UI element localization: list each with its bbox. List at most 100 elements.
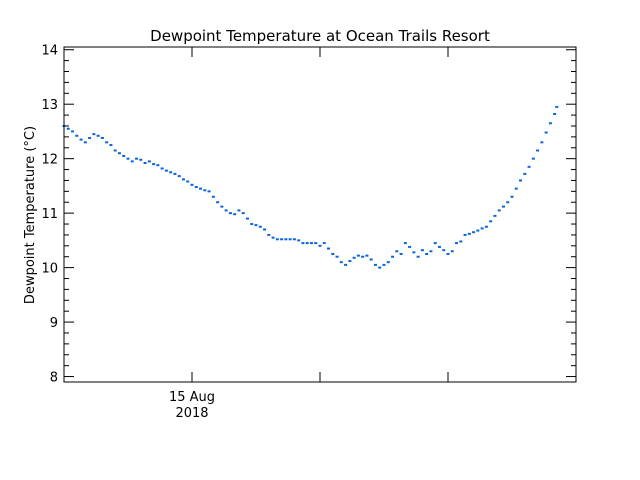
y-tick-label: 9	[50, 316, 58, 331]
data-point	[391, 255, 395, 258]
data-point	[416, 255, 420, 258]
data-point	[71, 130, 75, 133]
data-point	[224, 209, 228, 212]
data-point	[544, 131, 548, 134]
data-point	[476, 229, 480, 232]
data-point	[152, 163, 156, 166]
data-point	[331, 252, 335, 255]
data-point	[497, 209, 501, 212]
data-point	[267, 233, 271, 236]
data-point	[365, 254, 369, 257]
y-tick-label: 10	[41, 262, 58, 277]
data-point	[467, 232, 471, 235]
data-point	[181, 178, 185, 181]
data-point	[442, 249, 446, 252]
data-point	[117, 152, 121, 155]
data-point	[506, 201, 510, 204]
data-point	[88, 136, 92, 139]
data-point	[297, 239, 301, 242]
data-point	[348, 260, 352, 263]
data-point	[105, 141, 109, 144]
data-point	[79, 138, 83, 141]
data-point	[263, 228, 267, 231]
data-point	[92, 133, 96, 136]
data-point	[83, 141, 87, 144]
data-point	[373, 263, 377, 266]
data-point	[216, 201, 220, 204]
data-point	[459, 240, 463, 243]
data-point	[203, 189, 207, 192]
data-point	[472, 231, 476, 234]
data-point	[194, 185, 198, 188]
x-tick-sublabel: 2018	[175, 406, 208, 421]
data-point	[356, 254, 360, 257]
data-point	[455, 242, 459, 245]
data-point	[523, 172, 527, 175]
data-point	[113, 149, 117, 152]
data-point	[143, 162, 147, 165]
data-point	[382, 263, 386, 266]
data-point	[527, 165, 531, 168]
y-tick-label: 13	[41, 98, 58, 113]
data-point	[164, 169, 168, 172]
data-point	[177, 175, 181, 178]
data-point	[135, 157, 139, 160]
data-point	[199, 187, 203, 190]
x-axis-ticks	[191, 47, 449, 382]
x-tick-label: 15 Aug	[169, 390, 215, 405]
data-point	[510, 195, 514, 198]
data-point	[536, 149, 540, 152]
data-point	[96, 134, 100, 137]
data-point	[75, 134, 79, 137]
data-point	[186, 180, 190, 183]
data-point	[519, 179, 523, 182]
data-point	[309, 242, 313, 245]
data-point	[540, 141, 544, 144]
data-point	[292, 238, 296, 241]
data-point	[399, 252, 403, 255]
data-point	[344, 263, 348, 266]
data-point	[109, 144, 113, 147]
data-point	[271, 236, 275, 239]
data-point	[228, 212, 232, 215]
data-point	[280, 238, 284, 241]
data-point	[514, 187, 518, 190]
data-point	[553, 113, 557, 115]
data-point	[412, 251, 416, 254]
data-point	[408, 245, 412, 248]
data-point	[318, 244, 322, 247]
data-point	[284, 238, 288, 241]
data-point	[160, 167, 164, 170]
data-point	[352, 256, 356, 259]
data-point	[501, 205, 505, 208]
data-point	[463, 233, 467, 236]
data-point	[395, 250, 399, 253]
y-tick-label: 14	[41, 44, 58, 59]
data-point	[139, 158, 143, 161]
data-point	[339, 261, 343, 264]
data-point	[327, 247, 331, 250]
data-point	[433, 242, 437, 245]
data-point	[531, 157, 535, 160]
data-point	[126, 157, 130, 160]
data-point	[489, 220, 493, 223]
y-tick-label: 8	[50, 371, 58, 386]
data-point	[220, 205, 224, 208]
data-points	[62, 105, 559, 269]
data-point	[173, 172, 177, 175]
y-axis-label: Dewpoint Temperature (°C)	[23, 126, 38, 304]
y-axis-ticks: 8 9 10 11 12 13 14	[41, 44, 576, 386]
data-point	[207, 190, 211, 193]
data-point	[378, 266, 382, 269]
data-point	[100, 136, 104, 139]
plot-frame	[63, 46, 577, 383]
data-point	[335, 255, 339, 258]
data-point	[493, 214, 497, 217]
data-point	[241, 212, 245, 215]
data-point	[425, 252, 429, 255]
data-point	[211, 195, 215, 198]
data-point	[446, 252, 450, 255]
data-point	[301, 242, 305, 245]
data-point	[361, 255, 365, 258]
